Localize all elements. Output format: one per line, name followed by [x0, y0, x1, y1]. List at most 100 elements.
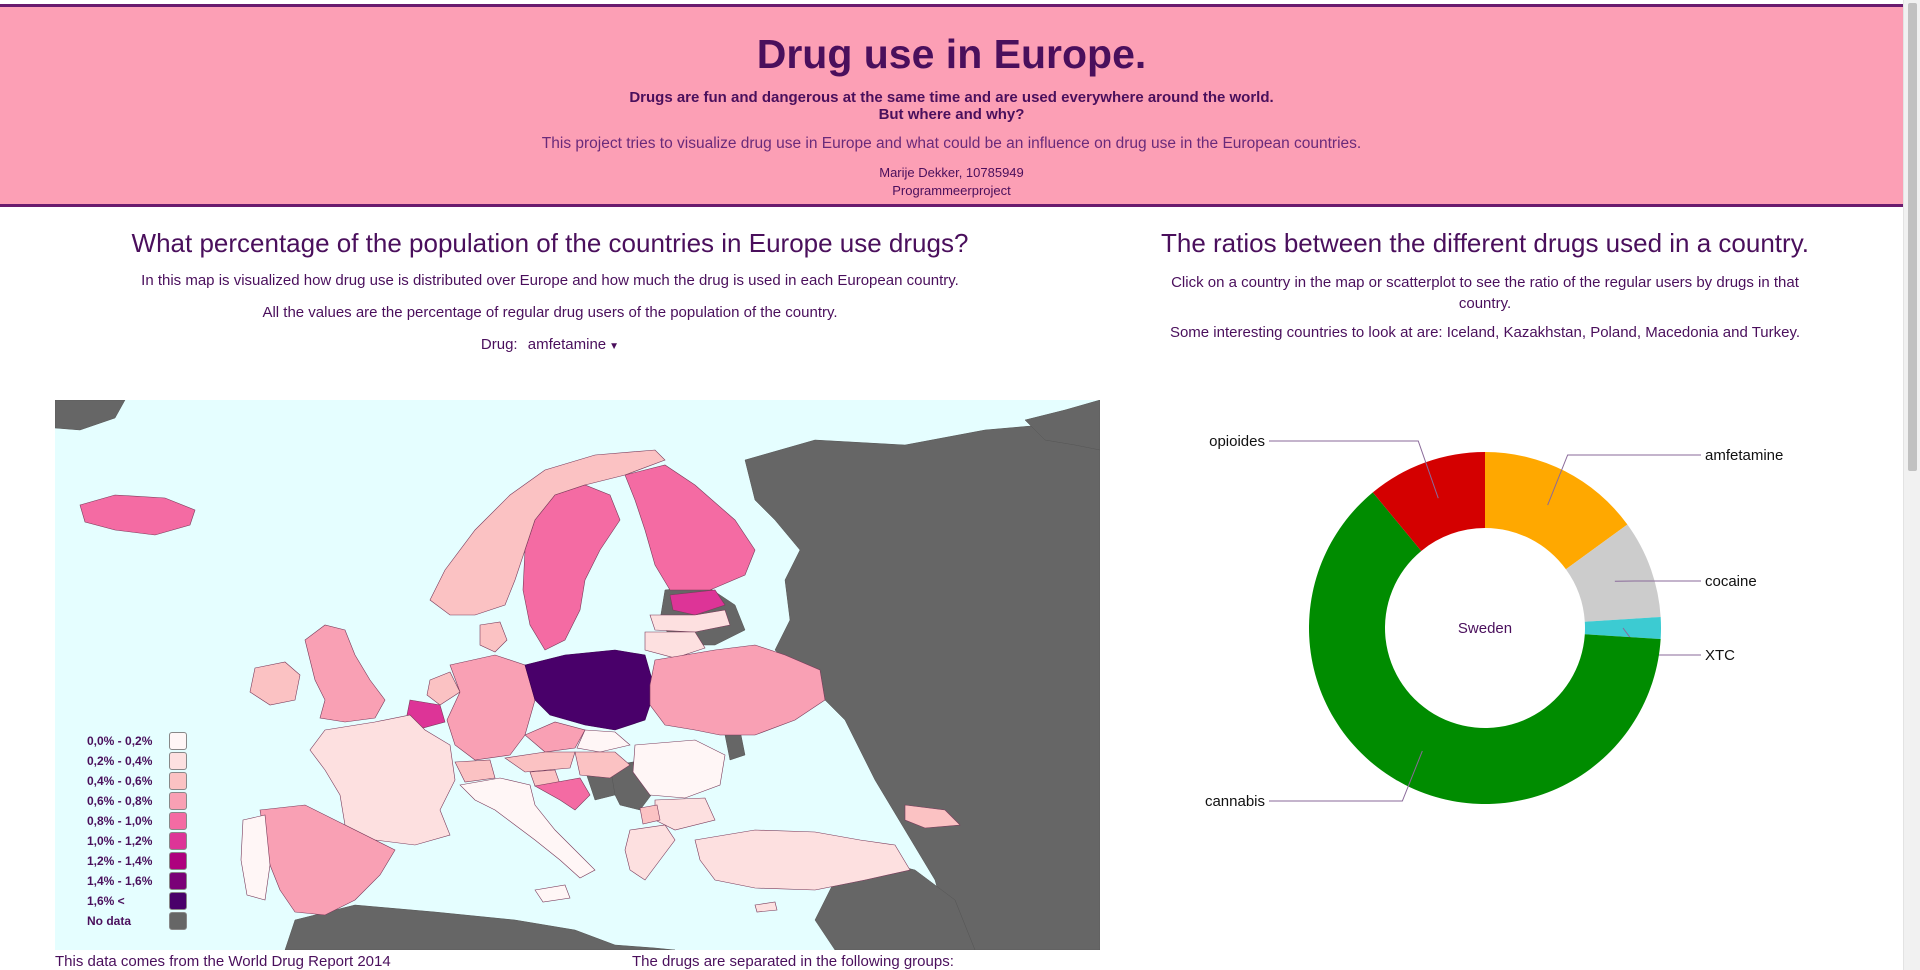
drug-dropdown[interactable]: amfetamine ▼: [528, 336, 619, 353]
legend-item-label: 1,6% <: [87, 894, 125, 908]
legend-item-swatch: [169, 852, 187, 870]
map-region-turkey[interactable]: [694, 829, 911, 891]
legend-item-label: 1,2% - 1,4%: [87, 854, 153, 868]
map-region-ireland[interactable]: [249, 661, 301, 706]
map-region-sweden[interactable]: [522, 484, 621, 651]
legend-item: 0,4% - 0,6%: [87, 771, 197, 791]
map-region-austria[interactable]: [504, 751, 576, 773]
map-region-switzerland[interactable]: [454, 759, 496, 783]
drug-selector: Drug: amfetamine ▼: [20, 336, 1080, 353]
map-region-belgium[interactable]: [406, 699, 446, 729]
legend-item: 1,2% - 1,4%: [87, 851, 197, 871]
author-text: Marije Dekker, 10785949: [879, 165, 1024, 180]
map-region-russia[interactable]: [744, 419, 1100, 950]
page-scrollbar[interactable]: [1903, 0, 1920, 970]
map-region-hungary[interactable]: [574, 751, 631, 779]
scrollbar-thumb[interactable]: [1908, 3, 1917, 471]
legend-item-swatch: [169, 792, 187, 810]
map-region-finland[interactable]: [624, 464, 756, 591]
legend-item-swatch: [169, 772, 187, 790]
donut-slice-cocaine[interactable]: [1565, 524, 1661, 622]
map-region-romania[interactable]: [632, 739, 726, 799]
legend-item: No data: [87, 911, 197, 931]
map-region-france[interactable]: [309, 714, 456, 846]
donut-label-amfetamine: amfetamine: [1705, 447, 1783, 464]
drug-dropdown-value: amfetamine: [527, 336, 607, 353]
map-region-poland[interactable]: [524, 649, 656, 731]
legend-item: 1,6% <: [87, 891, 197, 911]
intro-text: This project tries to visualize drug use…: [541, 135, 1362, 152]
map-region-northeast-islands[interactable]: [1024, 400, 1100, 451]
map-region-macedonia[interactable]: [639, 804, 661, 825]
legend-item: 0,6% - 0,8%: [87, 791, 197, 811]
map-region-north-africa[interactable]: [284, 904, 676, 950]
europe-map[interactable]: [55, 400, 1100, 950]
legend-item-label: No data: [87, 914, 132, 928]
course-text: Programmeerproject: [892, 183, 1011, 198]
donut-label-line: [1269, 750, 1423, 802]
map-region-cyprus[interactable]: [754, 901, 778, 913]
legend-item-swatch: [169, 872, 187, 890]
map-region-greece[interactable]: [624, 824, 676, 881]
europe-map-svg[interactable]: [55, 400, 1100, 950]
legend-item-swatch: [169, 732, 187, 750]
pie-description-1: Click on a country in the map or scatter…: [1171, 274, 1799, 312]
legend-item-swatch: [169, 832, 187, 850]
legend-item-swatch: [169, 752, 187, 770]
legend-item-label: 1,0% - 1,2%: [87, 834, 153, 848]
legend-item: 0,0% - 0,2%: [87, 731, 197, 751]
legend-item-label: 0,6% - 0,8%: [87, 794, 153, 808]
legend-item-swatch: [169, 912, 187, 930]
map-region-latvia[interactable]: [649, 609, 731, 633]
legend-item: 1,0% - 1,2%: [87, 831, 197, 851]
map-region-slovakia[interactable]: [576, 729, 631, 753]
legend-item: 0,8% - 1,0%: [87, 811, 197, 831]
tagline-1: Drugs are fun and dangerous at the same …: [629, 89, 1274, 106]
donut-slice-xtc[interactable]: [1584, 616, 1661, 640]
map-region-germany[interactable]: [446, 654, 536, 761]
drug-groups-text: The drugs are separated in the following…: [632, 953, 954, 970]
donut-slice-opioides[interactable]: [1372, 452, 1485, 551]
legend-item-swatch: [169, 892, 187, 910]
map-region-norway[interactable]: [429, 449, 666, 616]
pie-description-2: Some interesting countries to look at ar…: [1169, 324, 1801, 341]
donut-slice-amfetamine[interactable]: [1485, 452, 1628, 570]
donut-label-line: [1269, 440, 1439, 499]
map-region-sicily[interactable]: [534, 884, 571, 903]
map-region-portugal[interactable]: [240, 814, 271, 901]
map-region-uk[interactable]: [304, 624, 386, 723]
donut-center-country: Sweden: [1458, 620, 1512, 637]
legend-item-label: 1,4% - 1,6%: [87, 874, 153, 888]
map-heading: What percentage of the population of the…: [131, 228, 969, 258]
legend-item: 1,4% - 1,6%: [87, 871, 197, 891]
map-description-1: In this map is visualized how drug use i…: [141, 272, 959, 289]
legend-item-swatch: [169, 812, 187, 830]
donut-label-cocaine: cocaine: [1705, 573, 1757, 590]
legend-item-label: 0,4% - 0,6%: [87, 774, 153, 788]
legend-item-label: 0,0% - 0,2%: [87, 734, 153, 748]
map-region-croatia[interactable]: [534, 777, 591, 811]
map-region-greenland-tip[interactable]: [55, 400, 126, 431]
data-source-text: This data comes from the World Drug Repo…: [55, 953, 391, 970]
caret-down-icon: ▼: [609, 341, 620, 352]
map-region-estonia[interactable]: [669, 589, 726, 616]
donut-label-line: [1547, 454, 1701, 506]
tagline-2: But where and why?: [878, 106, 1025, 123]
legend-item: 0,2% - 0,4%: [87, 751, 197, 771]
map-region-georgia[interactable]: [904, 804, 961, 829]
legend-item-label: 0,8% - 1,0%: [87, 814, 153, 828]
donut-label-opioides: opioides: [1209, 433, 1265, 450]
map-region-lithuania[interactable]: [644, 631, 706, 659]
drug-ratio-donut-chart[interactable]: amfetamine cocaine XTC cannabis opioides Swed…: [1160, 400, 1880, 840]
drug-label: Drug:: [480, 336, 518, 353]
map-region-czechia[interactable]: [524, 721, 586, 753]
pie-heading: The ratios between the different drugs u…: [1161, 228, 1809, 258]
map-region-italy[interactable]: [459, 777, 596, 879]
map-region-iceland[interactable]: [79, 494, 196, 536]
map-region-ukraine[interactable]: [649, 644, 826, 736]
donut-label-cannabis: cannabis: [1205, 793, 1265, 810]
donut-slice-cannabis[interactable]: [1309, 492, 1661, 804]
map-region-denmark[interactable]: [479, 621, 508, 653]
map-description-2: All the values are the percentage of reg…: [262, 304, 838, 321]
map-region-netherlands[interactable]: [426, 671, 461, 706]
